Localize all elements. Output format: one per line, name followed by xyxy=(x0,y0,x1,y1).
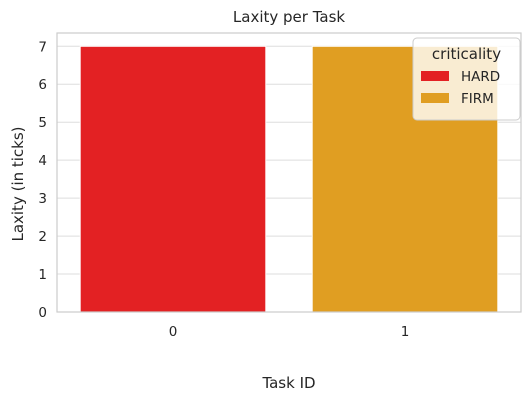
bars xyxy=(79,45,499,313)
y-tick-label: 3 xyxy=(38,191,47,207)
bar-hard-task-0 xyxy=(79,45,267,313)
y-tick-label: 0 xyxy=(38,305,47,321)
x-tick-label: 1 xyxy=(401,324,410,340)
legend-label-hard: HARD xyxy=(461,69,500,85)
y-tick-label: 2 xyxy=(38,229,47,245)
x-tick-label: 0 xyxy=(169,324,178,340)
y-tick-label: 6 xyxy=(38,77,47,93)
legend-swatch-hard xyxy=(421,71,449,81)
plot-frame xyxy=(56,32,522,313)
y-tick-labels: 0 1 2 3 4 5 6 7 xyxy=(38,39,47,321)
legend-label-firm: FIRM xyxy=(461,91,494,107)
y-tick-label: 5 xyxy=(38,115,47,131)
legend-items: HARD FIRM xyxy=(421,69,500,107)
legend: criticality HARD FIRM xyxy=(412,37,521,121)
y-tick-label: 4 xyxy=(38,153,47,169)
legend-swatch-firm xyxy=(421,93,449,103)
y-tick-label: 7 xyxy=(38,39,47,55)
chart-title: Laxity per Task xyxy=(233,8,345,26)
x-axis-label: Task ID xyxy=(261,374,315,392)
y-axis-label: Laxity (in ticks) xyxy=(9,126,27,241)
y-tick-label: 1 xyxy=(38,267,47,283)
legend-title: criticality xyxy=(432,45,501,63)
